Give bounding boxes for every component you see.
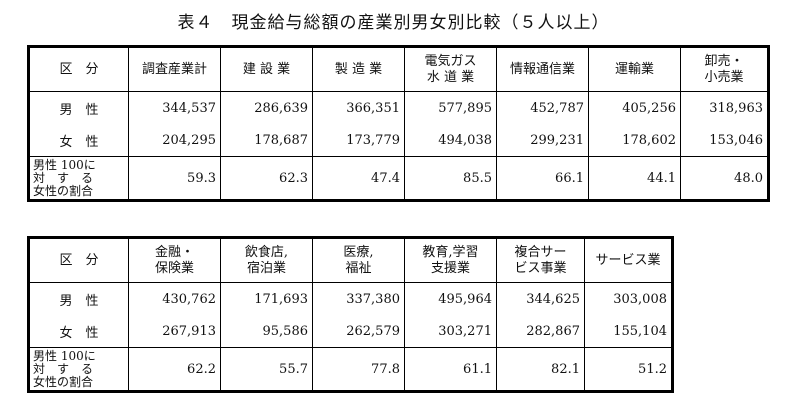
- table-row-ratio: 男性 100に 対 す る 女性の割合 59.3 62.3 47.4 85.5 …: [28, 156, 769, 201]
- table-cell: 95,586: [220, 315, 313, 348]
- table-cell: 495,964: [404, 282, 497, 315]
- column-header: 調査産業計: [128, 46, 221, 92]
- table-cell: 82.1: [496, 347, 585, 392]
- table-cell: 267,913: [162, 323, 216, 339]
- column-header: 情報通信業: [496, 46, 589, 92]
- table-cell: 62.3: [220, 156, 313, 201]
- row-label: 女 性: [28, 124, 129, 157]
- column-header: 教育,学習 支援業: [404, 237, 497, 283]
- column-header: 建 設 業: [220, 46, 313, 92]
- table-cell: 344,625: [496, 282, 585, 315]
- table-cell: 85.5: [404, 156, 497, 201]
- column-header: 複合サー ビス事業: [496, 237, 585, 283]
- industry-wage-table-2: 区 分 金融・ 保険業 飲食店, 宿泊業 医療, 福祉 教育,学習 支援業 複合サー ビス…: [27, 236, 674, 393]
- row-label: 女 性: [28, 315, 129, 348]
- table-cell: 178,602: [588, 124, 681, 157]
- table-cell: 204,295: [162, 132, 216, 148]
- table-cell: 59.3: [128, 156, 221, 201]
- table-cell: 303,008: [584, 282, 673, 315]
- section-header: 区 分: [28, 46, 129, 92]
- column-header: 医療, 福祉: [312, 237, 405, 283]
- table-cell: 178,687: [220, 124, 313, 157]
- header-row: 区 分 金融・ 保険業 飲食店, 宿泊業 医療, 福祉 教育,学習 支援業 複合サー ビス…: [28, 237, 673, 283]
- table-cell: 405,256: [588, 91, 681, 124]
- table-cell: 155,104: [584, 315, 673, 348]
- table-cell: 77.8: [312, 347, 405, 392]
- table-row-ratio: 男性 100に 対 す る 女性の割合 62.2 55.7 77.8 61.1 …: [28, 347, 673, 392]
- table-cell: 262,579: [312, 315, 405, 348]
- table-cell: 62.2: [128, 347, 221, 392]
- table-row-female: 女 性 267,913 95,586 262,579 303,271 282,8…: [28, 315, 673, 348]
- table-row-female: 女 性 204,295 178,687 173,779 494,038 299,…: [28, 124, 769, 157]
- section-header: 区 分: [28, 237, 129, 283]
- column-header: 卸売・ 小売業: [680, 46, 769, 92]
- column-header: 飲食店, 宿泊業: [220, 237, 313, 283]
- column-header: 電気ガス水 道 業: [404, 46, 497, 92]
- table-cell: 61.1: [404, 347, 497, 392]
- row-label: 男性 100に 対 す る 女性の割合: [28, 156, 129, 201]
- table-cell: 430,762: [162, 291, 216, 307]
- table-cell: 303,271: [404, 315, 497, 348]
- table-cell: 494,038: [404, 124, 497, 157]
- table-cell: 318,963: [680, 91, 769, 124]
- table-cell: 344,537: [162, 100, 216, 116]
- column-header: 製 造 業: [312, 46, 405, 92]
- column-header: 金融・ 保険業: [128, 237, 221, 283]
- table-cell: 337,380: [312, 282, 405, 315]
- column-header: 運輸業: [588, 46, 681, 92]
- header-row: 区 分 調査産業計 建 設 業 製 造 業 電気ガス水 道 業 情報通信業 運輸…: [28, 46, 769, 92]
- table-cell: 153,046: [680, 124, 769, 157]
- column-header: サービス業: [584, 237, 673, 283]
- table-cell: 44.1: [588, 156, 681, 201]
- row-label: 男性 100に 対 す る 女性の割合: [28, 347, 129, 392]
- table-cell: 55.7: [220, 347, 313, 392]
- table-cell: 51.2: [584, 347, 673, 392]
- table-cell: 299,231: [496, 124, 589, 157]
- page-title: 表４ 現金給与総額の産業別男女別比較（５人以上）: [177, 13, 610, 33]
- table-cell: 66.1: [496, 156, 589, 201]
- table-cell: 47.4: [312, 156, 405, 201]
- table-cell: 286,639: [220, 91, 313, 124]
- table-cell: 48.0: [680, 156, 769, 201]
- table-cell: 173,779: [312, 124, 405, 157]
- table-cell: 366,351: [312, 91, 405, 124]
- table-cell: 282,867: [496, 315, 585, 348]
- table-cell: 452,787: [496, 91, 589, 124]
- row-label: 男 性: [28, 91, 129, 124]
- row-label: 男 性: [28, 282, 129, 315]
- table-cell: 577,895: [404, 91, 497, 124]
- table-cell: 171,693: [220, 282, 313, 315]
- table-row-male: 男 性 430,762 171,693 337,380 495,964 344,…: [28, 282, 673, 315]
- industry-wage-table-1: 区 分 調査産業計 建 設 業 製 造 業 電気ガス水 道 業 情報通信業 運輸…: [27, 45, 770, 202]
- table-row-male: 男 性 344,537 286,639 366,351 577,895 452,…: [28, 91, 769, 124]
